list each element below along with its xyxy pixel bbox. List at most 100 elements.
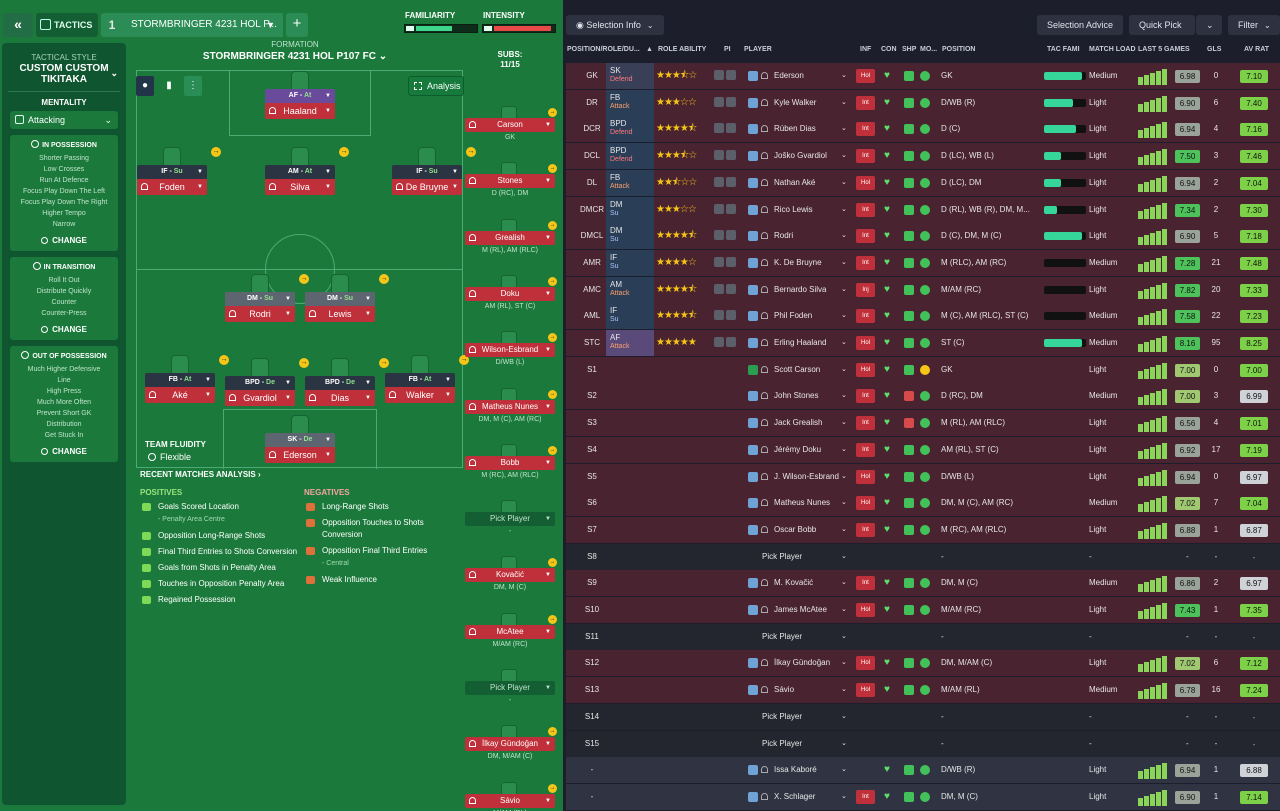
sub-name-bar[interactable]: Matheus Nunes ▼ bbox=[465, 399, 555, 414]
player-name[interactable]: John Stones bbox=[774, 391, 819, 401]
player-instructions-icons[interactable] bbox=[714, 303, 740, 329]
player-instructions-icons[interactable] bbox=[714, 63, 740, 89]
col-shp[interactable]: SHP bbox=[902, 46, 917, 53]
player-instructions-icons[interactable] bbox=[714, 170, 740, 196]
in-possession-change-button[interactable]: CHANGE bbox=[14, 236, 114, 245]
table-row[interactable]: S7 Oscar Bobb ⌄ Int ♥ M (RC), AM (RLC) Light 6.… bbox=[566, 516, 1280, 543]
analysis-button[interactable]: Analysis bbox=[408, 76, 464, 96]
sub-slot[interactable]: Sávio ▼ M/AM (RL) → bbox=[465, 781, 557, 811]
col-position-role[interactable]: POSITION/ROLE/DU... bbox=[567, 46, 640, 53]
player-card[interactable]: IF - Su ▼ Foden ▼ → bbox=[137, 147, 221, 201]
table-row[interactable]: DMCR DM Su ★★★☆☆ Rico Lewis ⌄ Int ♥ D (RL), WB (… bbox=[566, 196, 1280, 223]
table-row[interactable]: GK SK Defend ★★★⯪☆ Ederson ⌄ Hol ♥ GK Medium 6.98 0… bbox=[566, 63, 1280, 89]
player-name[interactable]: Jérémy Doku bbox=[774, 444, 822, 454]
sub-slot[interactable]: Bobb ▼ M (RC), AM (RLC) → bbox=[465, 443, 557, 496]
sub-name-bar[interactable]: Doku ▼ bbox=[465, 286, 555, 301]
table-row[interactable]: S6 Matheus Nunes ⌄ Hol ♥ DM, M (C), AM (RC) Me… bbox=[566, 490, 1280, 517]
player-name[interactable]: Nathan Aké bbox=[774, 177, 816, 187]
sub-slot[interactable]: Pick Player ▼ - bbox=[465, 500, 555, 552]
player-name-bar[interactable]: Foden ▼ bbox=[137, 179, 207, 195]
sub-slot[interactable]: Matheus Nunes ▼ DM, M (C), AM (RC) → bbox=[465, 387, 557, 440]
info-icon[interactable]: ● bbox=[136, 76, 154, 96]
table-row[interactable]: DCL BPD Defend ★★★⯪☆ Joško Gvardiol ⌄ Int ♥ D (L… bbox=[566, 143, 1280, 170]
player-name[interactable]: K. De Bruyne bbox=[774, 257, 822, 267]
player-name[interactable]: Kyle Walker bbox=[774, 97, 817, 107]
tactic-slot-number[interactable]: 1 bbox=[101, 13, 123, 37]
player-card[interactable]: AM - At ▼ Silva ▼ → bbox=[265, 147, 349, 201]
player-role[interactable]: DM - Su ▼ bbox=[225, 292, 295, 306]
table-row[interactable]: S11 Pick Player ⌄ - - - - - bbox=[566, 623, 1280, 650]
sub-name-bar[interactable]: Sávio ▼ bbox=[465, 793, 555, 808]
table-row[interactable]: S4 Jérémy Doku ⌄ Int ♥ AM (RL), ST (C) Light 6.… bbox=[566, 436, 1280, 463]
player-card[interactable]: SK - De ▼ Ederson ▼ bbox=[265, 415, 335, 469]
player-instructions-icons[interactable] bbox=[714, 250, 740, 276]
player-name[interactable]: Phil Foden bbox=[774, 311, 813, 321]
sub-name-bar[interactable]: Bobb ▼ bbox=[465, 455, 555, 470]
quick-pick-dropdown[interactable]: ⌄ bbox=[1196, 15, 1222, 35]
table-row[interactable]: S10 James McAtee ⌄ Hol ♥ M/AM (RC) Light 7.43 1 7… bbox=[566, 597, 1280, 623]
col-con[interactable]: CON bbox=[881, 46, 897, 53]
tactics-tab[interactable]: TACTICS bbox=[36, 13, 98, 37]
player-card[interactable]: BPD - De ▼ Dias ▼ → bbox=[305, 358, 389, 412]
selection-info-button[interactable]: ◉ Selection Info ⌄ bbox=[566, 15, 664, 35]
player-card[interactable]: DM - Su ▼ Lewis ▼ → bbox=[305, 274, 389, 328]
familiarity-meter[interactable] bbox=[404, 24, 478, 33]
role-duty-box[interactable]: SK Defend bbox=[606, 63, 654, 89]
role-duty-box[interactable]: BPD Defend bbox=[606, 116, 654, 143]
role-duty-box[interactable]: IF Su bbox=[606, 303, 654, 330]
table-row[interactable]: S9 M. Kovačić ⌄ Int ♥ DM, M (C) Medium 6.86 2 6.9… bbox=[566, 570, 1280, 597]
table-row[interactable]: - X. Schlager ⌄ Int ♥ DM, M (C) Light 6.90 1 7.14 bbox=[566, 783, 1280, 810]
player-name[interactable]: Rúben Dias bbox=[774, 124, 816, 134]
player-name-bar[interactable]: Rodri ▼ bbox=[225, 306, 295, 322]
table-row[interactable]: AML IF Su ★★★★⯪ Phil Foden ⌄ Int ♥ M (C), AM (RL… bbox=[566, 303, 1280, 330]
out-of-possession-change-button[interactable]: CHANGE bbox=[14, 447, 114, 456]
player-role[interactable]: AF - At ▼ bbox=[265, 89, 335, 103]
player-name[interactable]: Erling Haaland bbox=[774, 338, 827, 347]
player-card[interactable]: FB - At ▼ Aké ▼ → bbox=[145, 355, 229, 409]
player-name[interactable]: Oscar Bobb bbox=[774, 524, 817, 534]
sub-slot[interactable]: Wilson-Esbrand ▼ D/WB (L) → bbox=[465, 331, 557, 383]
player-instructions-icons[interactable] bbox=[714, 223, 740, 249]
player-name-bar[interactable]: De Bruyne ▼ bbox=[392, 179, 462, 195]
table-row[interactable]: S8 Pick Player ⌄ - - - - - bbox=[566, 543, 1280, 570]
table-row[interactable]: S13 Sávio ⌄ Hol ♥ M/AM (RL) Medium 6.78 16 7.24 bbox=[566, 677, 1280, 704]
pick-player-dropdown[interactable]: Pick Player bbox=[762, 631, 803, 641]
pick-player-dropdown[interactable]: Pick Player ▼ bbox=[465, 512, 555, 527]
player-role[interactable]: AM - At ▼ bbox=[265, 165, 335, 179]
sub-slot[interactable]: Grealish ▼ M (RL), AM (RLC) → bbox=[465, 218, 557, 271]
role-duty-box[interactable]: DM Su bbox=[606, 196, 654, 223]
table-row[interactable]: AMR IF Su ★★★★☆ K. De Bruyne ⌄ Int ♥ M (RLC), AM… bbox=[566, 249, 1280, 276]
table-row[interactable]: DL FB Attack ★★⯪☆☆ Nathan Aké ⌄ Hol ♥ D (LC), DM… bbox=[566, 169, 1280, 196]
player-instructions-icons[interactable] bbox=[714, 330, 740, 356]
sub-slot[interactable]: McAtee ▼ M/AM (RC) → bbox=[465, 612, 557, 665]
table-row[interactable]: DR FB Attack ★★★☆☆ Kyle Walker ⌄ Int ♥ D/WB (R) L… bbox=[566, 89, 1280, 116]
player-card[interactable]: FB - At ▼ Walker ▼ → bbox=[385, 355, 469, 409]
player-role[interactable]: FB - At ▼ bbox=[145, 373, 215, 387]
player-name[interactable]: Sávio bbox=[774, 685, 795, 695]
sub-name-bar[interactable]: Wilson-Esbrand ▼ bbox=[465, 343, 555, 358]
stats-icon[interactable]: ▮ bbox=[166, 80, 172, 91]
player-role[interactable]: SK - De ▼ bbox=[265, 433, 335, 447]
role-duty-box[interactable]: AM Attack bbox=[606, 276, 654, 303]
sub-name-bar[interactable]: Stones ▼ bbox=[465, 174, 555, 189]
sub-slot[interactable]: İlkay Gündoğan ▼ DM, M/AM (C) → bbox=[465, 725, 557, 777]
role-duty-box[interactable]: DM Su bbox=[606, 223, 654, 250]
player-instructions-icons[interactable] bbox=[714, 277, 740, 303]
mentality-dropdown[interactable]: Attacking ⌄ bbox=[10, 111, 118, 129]
col-player[interactable]: PLAYER bbox=[744, 46, 772, 53]
formation-dropdown[interactable]: STORMBRINGER 4231 HOL P107 FC ⌄ bbox=[130, 51, 460, 62]
table-row[interactable]: S14 Pick Player ⌄ - - - - - bbox=[566, 703, 1280, 730]
player-instructions-icons[interactable] bbox=[714, 197, 740, 223]
player-instructions-icons[interactable] bbox=[714, 90, 740, 116]
col-gls[interactable]: GLS bbox=[1207, 46, 1222, 53]
table-row[interactable]: S12 İlkay Gündoğan ⌄ Hol ♥ DM, M/AM (C) Light 7… bbox=[566, 650, 1280, 677]
col-last5[interactable]: LAST 5 GAMES bbox=[1138, 46, 1190, 53]
player-name[interactable]: Issa Kaboré bbox=[774, 765, 817, 775]
player-name[interactable]: Rodri bbox=[774, 231, 794, 241]
col-tac-fami[interactable]: TAC FAMI bbox=[1047, 46, 1080, 53]
player-card[interactable]: BPD - De ▼ Gvardiol ▼ → bbox=[225, 358, 309, 412]
instructions-icon[interactable]: ⋮ bbox=[184, 76, 202, 96]
player-name-bar[interactable]: Lewis ▼ bbox=[305, 306, 375, 322]
recent-matches-link[interactable]: RECENT MATCHES ANALYSIS › bbox=[140, 470, 261, 479]
role-duty-box[interactable]: IF Su bbox=[606, 249, 654, 276]
